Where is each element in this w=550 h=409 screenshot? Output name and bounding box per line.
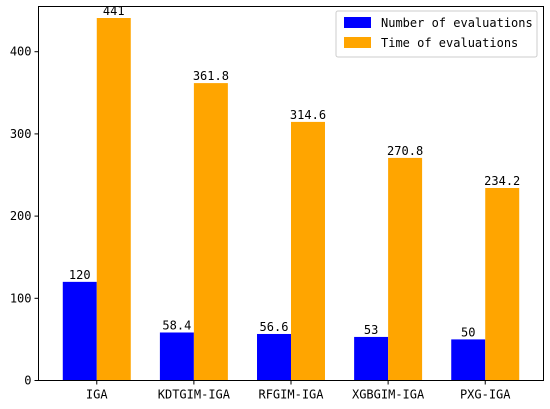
value-labels-layer: 120 441 58.4 361.8 56.6 314.6 53 270.8 50 234.2 [69, 4, 520, 339]
legend-swatch-number-of-evaluations [344, 17, 371, 28]
legend: Number of evaluations Time of evaluation… [335, 10, 538, 58]
y-tick-label-400: 400 [10, 45, 32, 59]
bar-number-of-evaluations-xgbgim-iga [354, 336, 389, 381]
data-label-time-of-evaluations-xgbgim-iga: 270.8 [387, 144, 423, 158]
data-label-time-of-evaluations-iga: 441 [103, 4, 125, 18]
legend-box [335, 10, 538, 58]
bar-number-of-evaluations-kdtgim-iga [159, 332, 194, 381]
data-label-number-of-evaluations-kdtgim-iga: 58.4 [162, 318, 191, 332]
bar-number-of-evaluations-pxg-iga [451, 339, 486, 381]
bar-time-of-evaluations-pxg-iga [485, 187, 520, 381]
x-tick-label-iga: IGA [86, 388, 108, 402]
x-axis: IGA KDTGIM-IGA RFGIM-IGA XGBGIM-IGA PXG-IGA [86, 380, 511, 402]
legend-label-time-of-evaluations: Time of evaluations [381, 36, 518, 50]
legend-swatch-time-of-evaluations [344, 37, 371, 48]
bar-time-of-evaluations-xgbgim-iga [388, 157, 423, 381]
legend-label-number-of-evaluations: Number of evaluations [381, 16, 533, 30]
y-tick-label-200: 200 [10, 209, 32, 223]
y-axis: 0 100 200 300 400 [10, 45, 39, 388]
data-label-number-of-evaluations-pxg-iga: 50 [461, 325, 475, 339]
data-label-number-of-evaluations-rfgim-iga: 56.6 [260, 320, 289, 334]
bar-time-of-evaluations-rfgim-iga [291, 121, 325, 381]
y-tick-label-300: 300 [10, 127, 32, 141]
x-tick-label-kdtgim-iga: KDTGIM-IGA [158, 388, 231, 402]
x-tick-label-pxg-iga: PXG-IGA [460, 388, 511, 402]
bar-number-of-evaluations-rfgim-iga [257, 333, 291, 381]
x-tick-label-xgbgim-iga: XGBGIM-IGA [352, 388, 425, 402]
y-tick-label-0: 0 [24, 374, 31, 388]
data-label-number-of-evaluations-xgbgim-iga: 53 [364, 323, 378, 337]
data-label-time-of-evaluations-kdtgim-iga: 361.8 [193, 69, 229, 83]
bar-number-of-evaluations-iga [62, 281, 97, 381]
x-tick-label-rfgim-iga: RFGIM-IGA [258, 388, 324, 402]
bar-time-of-evaluations-kdtgim-iga [193, 83, 228, 381]
bars-layer [62, 18, 520, 381]
data-label-time-of-evaluations-pxg-iga: 234.2 [484, 174, 520, 188]
y-tick-label-100: 100 [10, 291, 32, 305]
bar-time-of-evaluations-iga [96, 18, 131, 381]
data-label-time-of-evaluations-rfgim-iga: 314.6 [290, 108, 326, 122]
data-label-number-of-evaluations-iga: 120 [69, 268, 91, 282]
